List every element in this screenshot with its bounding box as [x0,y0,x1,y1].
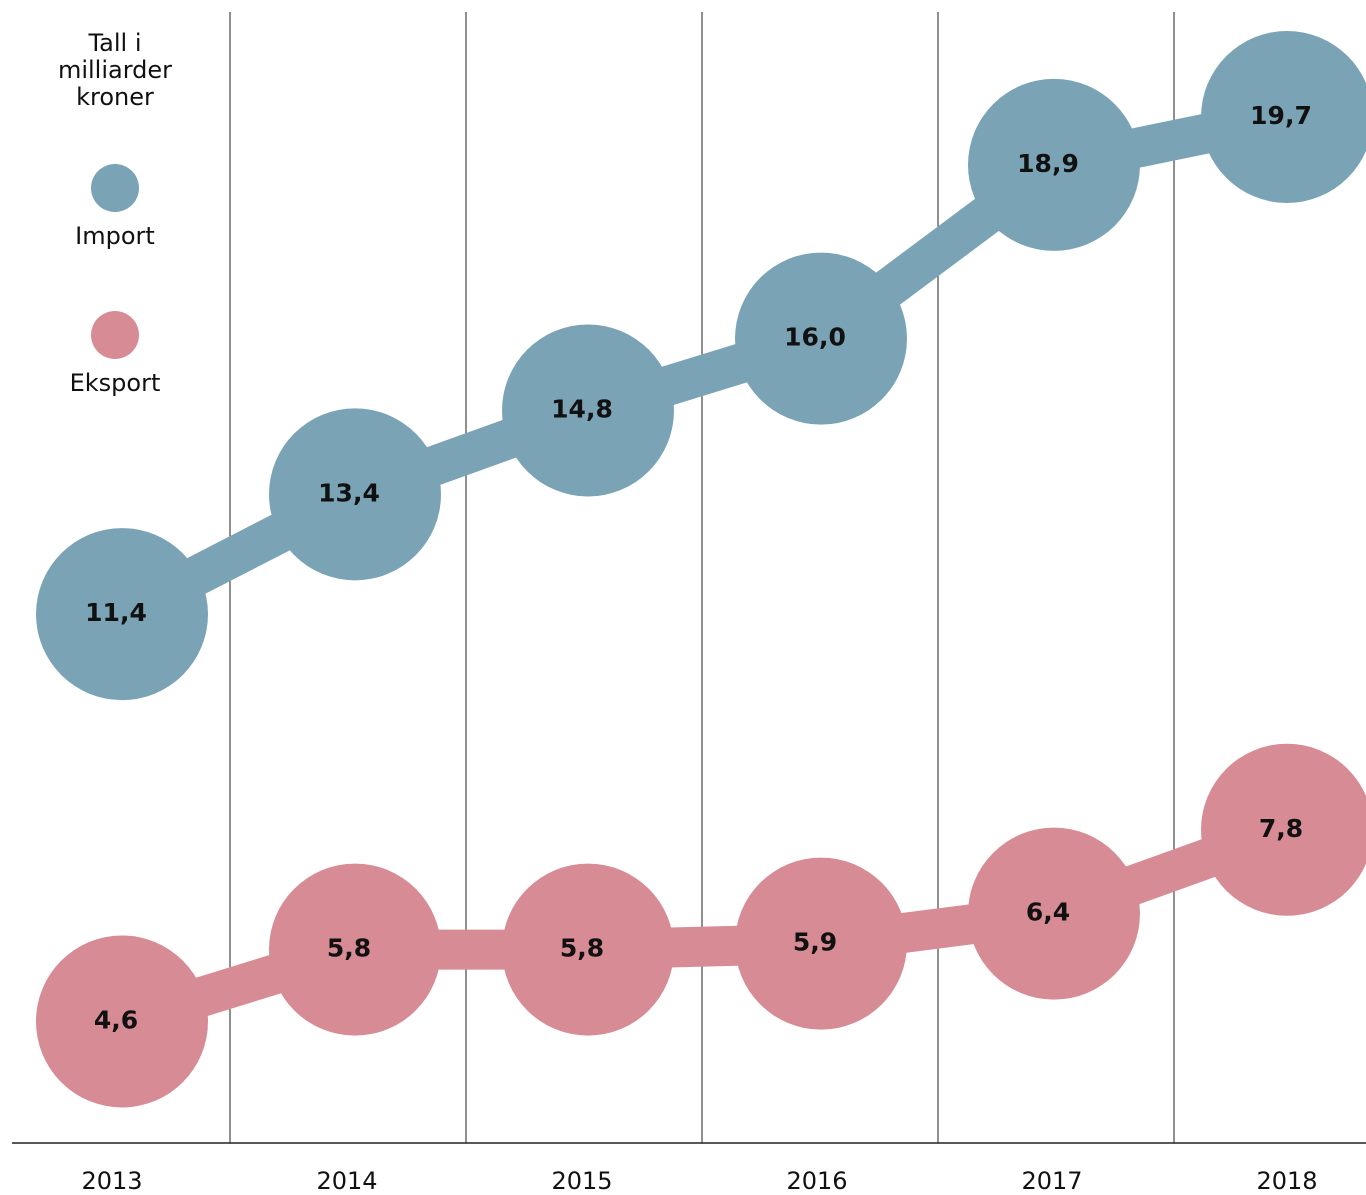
value-label: 7,8 [1259,814,1303,843]
point [36,935,208,1108]
x-tick-label: 2018 [1256,1167,1317,1195]
point [735,857,907,1030]
point [502,863,674,1036]
point [269,863,441,1036]
legend-swatch [91,311,139,359]
value-label: 6,4 [1026,898,1070,927]
legend-swatch [91,164,139,212]
x-tick-label: 2017 [1021,1167,1082,1195]
value-label: 5,8 [560,934,604,963]
point [968,827,1140,1000]
point [269,408,441,581]
x-tick-label: 2016 [786,1167,847,1195]
legend-label: Import [75,222,155,250]
value-label: 13,4 [318,478,380,507]
value-label: 16,0 [784,323,846,352]
x-tick-label: 2013 [81,1167,142,1195]
point [1201,30,1366,203]
value-label: 14,8 [551,394,613,423]
value-label: 5,8 [327,934,371,963]
legend-label: Eksport [70,369,161,397]
value-label: 18,9 [1017,149,1079,178]
point [36,528,208,701]
value-label: 19,7 [1250,101,1312,130]
x-tick-label: 2014 [316,1167,377,1195]
value-label: 4,6 [94,1005,138,1034]
point [968,78,1140,251]
point [502,324,674,497]
value-label: 5,9 [793,928,837,957]
point [1201,743,1366,916]
value-label: 11,4 [85,598,147,627]
point [735,252,907,425]
x-tick-label: 2015 [551,1167,612,1195]
chart-title: Tall i milliarder kroner [57,29,173,111]
